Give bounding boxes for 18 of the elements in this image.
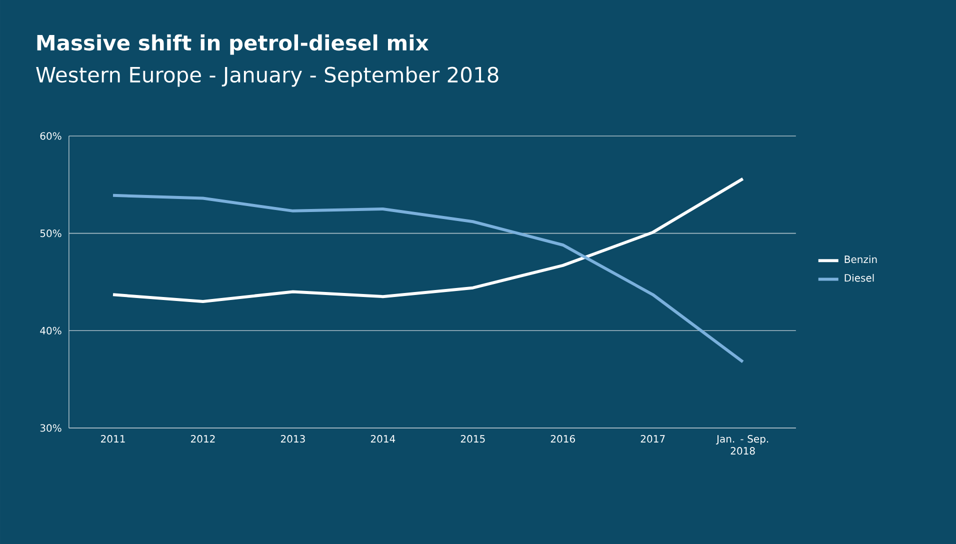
legend-label: Diesel	[844, 274, 874, 282]
y-tick-label: 50%	[40, 230, 62, 238]
x-tick-label: 2016	[550, 435, 575, 443]
y-tick-label: 60%	[40, 132, 62, 140]
line-series	[112, 177, 744, 303]
x-tick-label: 2017	[640, 435, 665, 443]
x-tick-label: 2011	[101, 435, 125, 443]
chart-subtitle: Western Europe - January - September 2018	[36, 66, 498, 87]
line-series	[112, 194, 744, 364]
x-tick-label: 2015	[460, 435, 485, 443]
y-tick-label: 40%	[40, 326, 62, 334]
x-tick-label: 2013	[280, 435, 305, 443]
x-tick-label: Jan. - Sep. 2018	[716, 435, 768, 455]
x-tick-label: 2012	[190, 435, 215, 443]
y-tick-label: 30%	[40, 424, 62, 432]
chart-title: Massive shift in petrol-diesel mix	[37, 34, 429, 55]
x-tick-label: 2014	[370, 435, 396, 443]
legend-label: Benzin	[844, 255, 877, 264]
